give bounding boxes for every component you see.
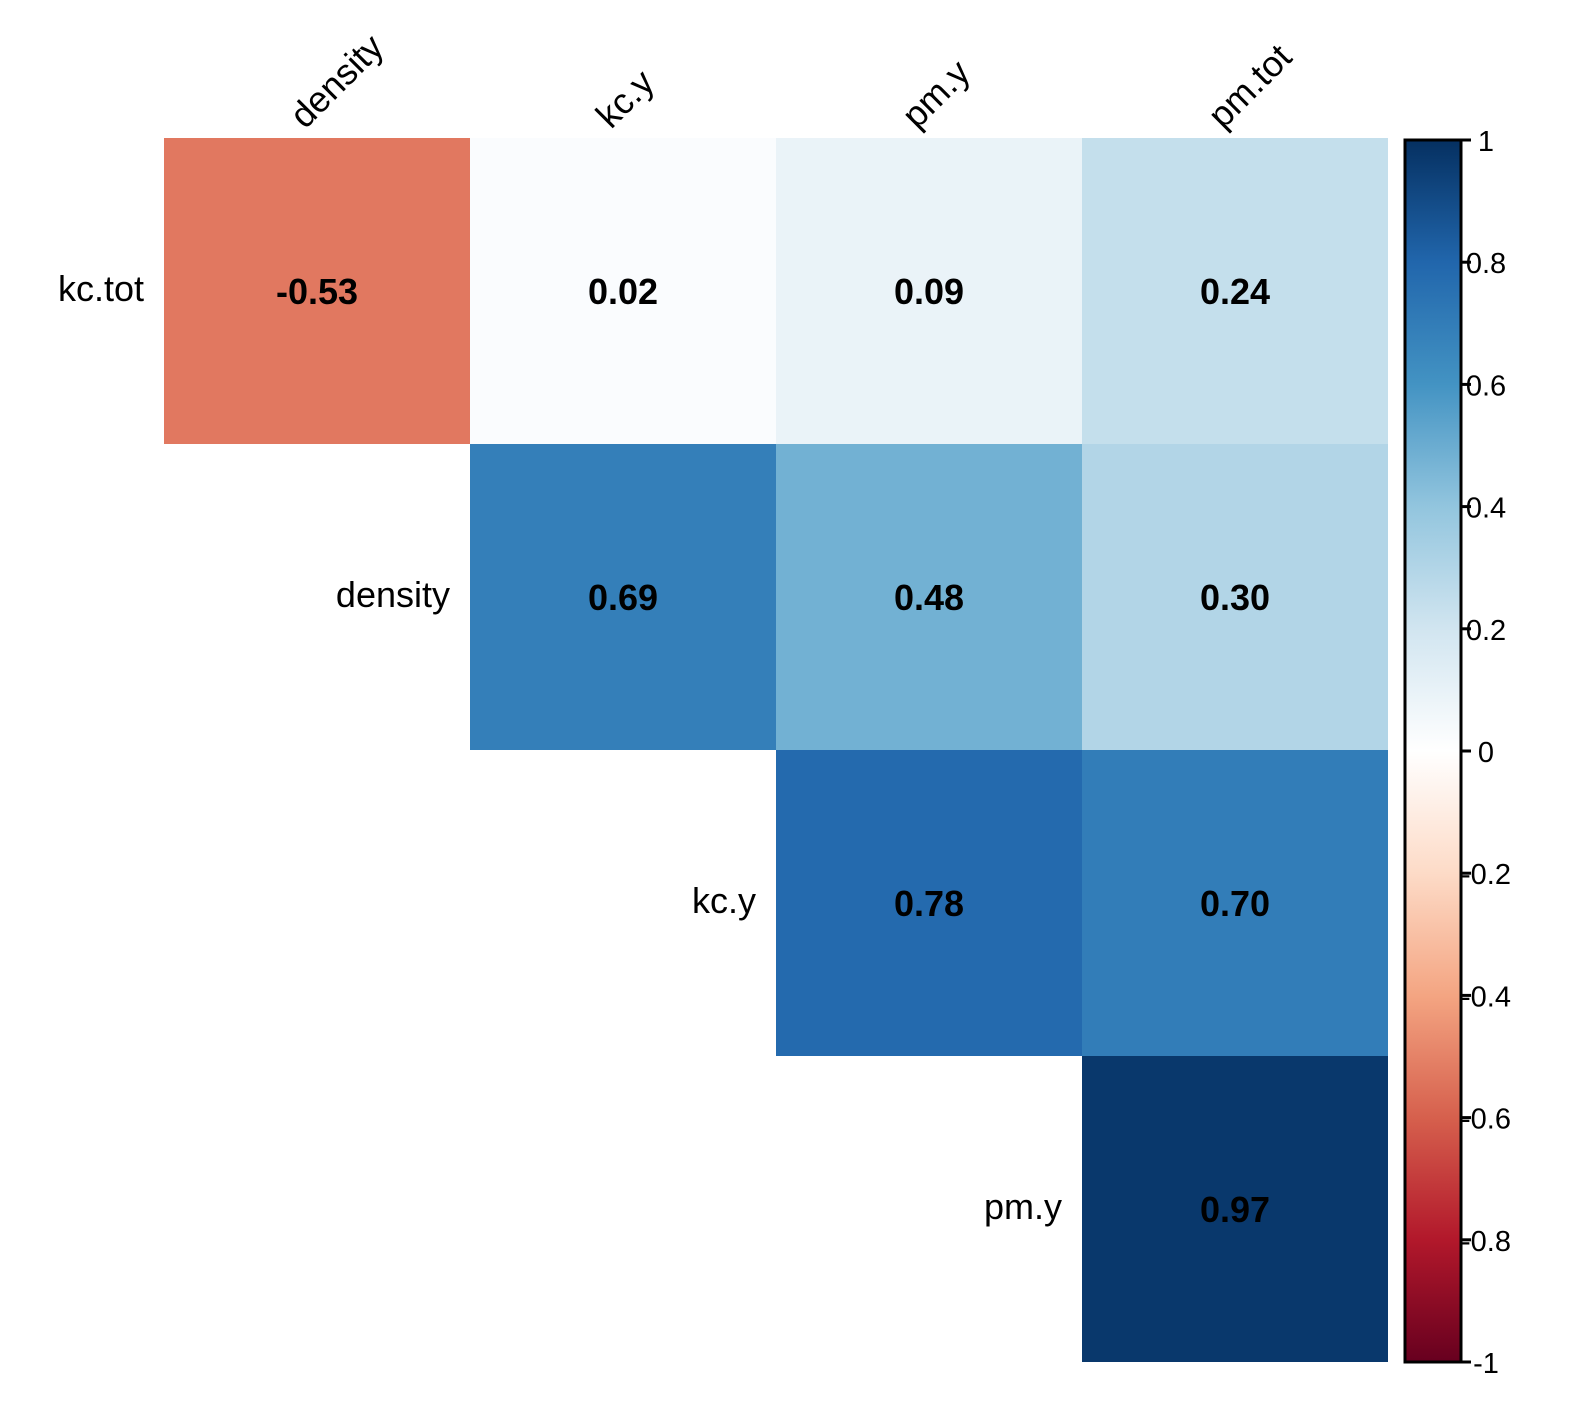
cell-value-label: 0.78 — [894, 883, 964, 924]
cell-value-label: -0.53 — [276, 271, 358, 312]
cell-value-label: 0.69 — [588, 577, 658, 618]
colorbar-tick-label: 0.4 — [1466, 493, 1506, 525]
heatmap-cell — [1082, 444, 1388, 750]
heatmap-cell — [776, 444, 1082, 750]
column-label: kc.y — [588, 61, 662, 135]
cell-value-label: 0.09 — [894, 271, 964, 312]
row-label: kc.y — [692, 880, 756, 921]
heatmap-cell — [776, 750, 1082, 1056]
column-label: pm.tot — [1200, 36, 1300, 136]
colorbar-gradient — [1403, 138, 1463, 1364]
heatmap-cell — [1082, 750, 1388, 1056]
column-label: pm.y — [894, 52, 978, 136]
colorbar-tick-label: -0.4 — [1461, 981, 1511, 1013]
cell-value-label: 0.97 — [1200, 1189, 1270, 1230]
colorbar-tick-label: -1 — [1473, 1348, 1499, 1380]
cell-value-label: 0.24 — [1200, 271, 1270, 312]
colorbar-tick-label: 0.6 — [1466, 370, 1506, 402]
heatmap-cell — [164, 138, 470, 444]
heatmap-cell — [1082, 138, 1388, 444]
colorbar-tick-label: -0.8 — [1461, 1226, 1511, 1258]
cell-value-label: 0.70 — [1200, 883, 1270, 924]
colorbar-tick-label: 0.8 — [1466, 248, 1506, 280]
cell-value-label: 0.48 — [894, 577, 964, 618]
heatmap-cell — [470, 444, 776, 750]
heatmap-cell — [470, 138, 776, 444]
row-label: pm.y — [984, 1186, 1062, 1227]
colorbar: 1 0.8 0.6 0.4 0.2 0 -0.2 -0.4 -0.6 -0.8 -1 — [1403, 126, 1511, 1380]
colorbar-tick-label: 0.2 — [1466, 615, 1506, 647]
cell-value-label: 0.02 — [588, 271, 658, 312]
cell-value-label: 0.30 — [1200, 577, 1270, 618]
row-label: density — [336, 574, 450, 615]
colorbar-tick-label: 1 — [1478, 126, 1494, 158]
heatmap-cell — [776, 138, 1082, 444]
heatmap-cell — [1082, 1056, 1388, 1362]
heatmap-cells: -0.53 0.02 0.09 0.24 0.69 0.48 0.30 0.78 0.70 0.9… — [164, 138, 1388, 1362]
colorbar-tick-label: -0.6 — [1461, 1104, 1511, 1136]
colorbar-tick-label: -0.2 — [1461, 859, 1511, 891]
column-label: density — [282, 26, 392, 136]
row-label: kc.tot — [58, 268, 144, 309]
colorbar-tick-label: 0 — [1478, 737, 1494, 769]
row-labels: kc.tot density kc.y pm.y — [58, 268, 1062, 1227]
column-labels: density kc.y pm.y pm.tot — [282, 26, 1300, 136]
